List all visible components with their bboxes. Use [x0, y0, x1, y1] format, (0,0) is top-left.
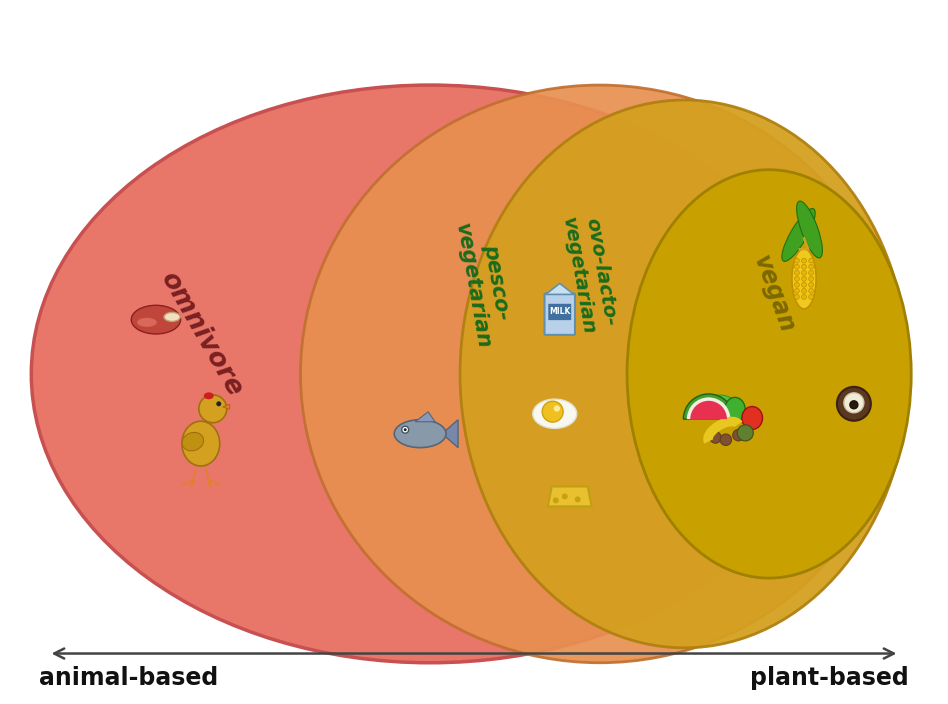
Circle shape	[837, 387, 871, 421]
Circle shape	[802, 258, 807, 263]
Circle shape	[809, 289, 813, 294]
Ellipse shape	[460, 100, 909, 648]
Circle shape	[794, 277, 799, 281]
Polygon shape	[545, 284, 574, 294]
Ellipse shape	[796, 201, 823, 258]
Circle shape	[809, 264, 813, 269]
Circle shape	[553, 498, 558, 503]
Wedge shape	[686, 397, 730, 419]
Circle shape	[809, 270, 813, 275]
Circle shape	[794, 264, 799, 269]
Text: ovo-lacto-
vegetarian: ovo-lacto- vegetarian	[558, 212, 621, 337]
Circle shape	[574, 496, 581, 503]
Circle shape	[733, 429, 744, 441]
Text: omnivore: omnivore	[155, 267, 247, 401]
Circle shape	[809, 282, 813, 287]
Polygon shape	[548, 486, 592, 506]
Ellipse shape	[704, 395, 737, 418]
Text: animal-based: animal-based	[39, 666, 218, 690]
Circle shape	[802, 264, 807, 269]
Circle shape	[809, 258, 813, 263]
Text: vegan: vegan	[749, 252, 799, 337]
Text: MILK: MILK	[549, 308, 571, 317]
Ellipse shape	[131, 306, 181, 334]
Ellipse shape	[724, 397, 745, 422]
FancyArrow shape	[181, 480, 193, 486]
Circle shape	[809, 294, 813, 299]
Circle shape	[720, 434, 732, 446]
Circle shape	[554, 406, 560, 412]
Ellipse shape	[533, 399, 576, 429]
Ellipse shape	[182, 421, 220, 466]
Circle shape	[802, 294, 807, 299]
Ellipse shape	[627, 170, 911, 578]
FancyArrow shape	[191, 468, 196, 489]
Circle shape	[794, 270, 799, 275]
Circle shape	[794, 289, 799, 294]
FancyArrow shape	[209, 480, 221, 486]
Circle shape	[802, 277, 807, 281]
Circle shape	[802, 282, 807, 287]
Circle shape	[794, 282, 799, 287]
Ellipse shape	[164, 313, 180, 322]
Circle shape	[809, 277, 813, 281]
Text: pesco-
vegetarian: pesco- vegetarian	[452, 218, 519, 351]
Ellipse shape	[792, 249, 816, 309]
Wedge shape	[690, 401, 727, 419]
Circle shape	[850, 401, 858, 409]
Polygon shape	[442, 420, 458, 448]
Polygon shape	[415, 412, 435, 422]
Circle shape	[844, 393, 864, 413]
Circle shape	[216, 401, 221, 406]
FancyBboxPatch shape	[548, 304, 572, 320]
Ellipse shape	[782, 208, 815, 261]
Text: plant-based: plant-based	[750, 666, 909, 690]
Circle shape	[404, 428, 407, 431]
Ellipse shape	[301, 85, 899, 662]
Circle shape	[199, 395, 227, 422]
Wedge shape	[223, 404, 229, 409]
Circle shape	[738, 425, 754, 441]
Circle shape	[794, 258, 799, 263]
Circle shape	[562, 494, 568, 499]
FancyArrow shape	[205, 468, 211, 489]
Ellipse shape	[394, 420, 447, 448]
Circle shape	[802, 289, 807, 294]
Circle shape	[794, 294, 799, 299]
Circle shape	[542, 401, 563, 422]
Circle shape	[402, 426, 409, 433]
Ellipse shape	[742, 406, 762, 429]
Wedge shape	[684, 394, 734, 419]
Ellipse shape	[31, 85, 829, 662]
Ellipse shape	[137, 318, 156, 327]
FancyBboxPatch shape	[544, 294, 575, 335]
Ellipse shape	[204, 392, 213, 399]
Circle shape	[710, 432, 721, 444]
Circle shape	[802, 270, 807, 275]
Ellipse shape	[182, 432, 204, 451]
